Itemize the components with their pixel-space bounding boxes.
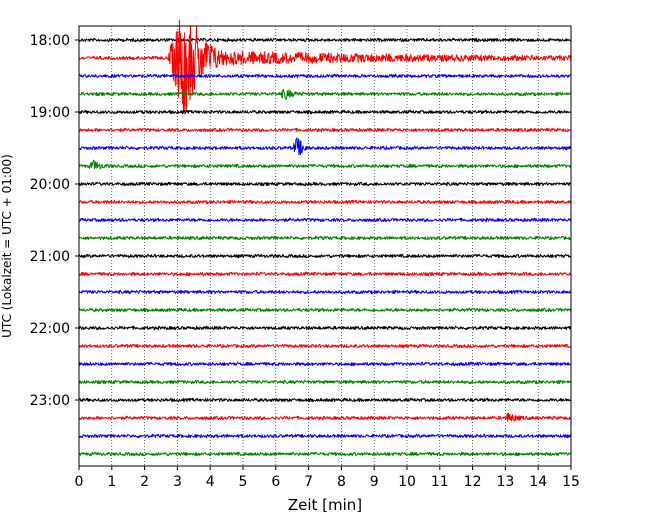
seismic-trace-18 <box>79 361 571 367</box>
x-tick-label: 13 <box>496 474 514 490</box>
seismic-trace-1 <box>79 19 571 115</box>
x-tick-label: 15 <box>562 474 580 490</box>
seismic-trace-19 <box>79 379 571 385</box>
seismic-trace-0 <box>79 37 571 43</box>
x-tick-label: 0 <box>75 474 84 490</box>
plot-frame <box>78 25 572 467</box>
x-tick-label: 12 <box>464 474 482 490</box>
y-tick-label: 23:00 <box>30 393 70 409</box>
x-tick-label: 8 <box>337 474 346 490</box>
seismic-trace-4 <box>79 109 571 115</box>
x-tick-label: 11 <box>431 474 449 490</box>
y-axis-label: UTC (Lokalzeit = UTC + 01:00) <box>0 154 14 338</box>
x-tick-label: 1 <box>107 474 116 490</box>
seismic-trace-8 <box>79 181 571 187</box>
tick-layer: 0 1 2 3 4 5 6 7 8 9 10 11 12 13 14 1518:0019:0020:0021:… <box>30 33 580 490</box>
x-axis-label: Zeit [min] <box>288 496 362 514</box>
seismic-trace-21 <box>79 412 571 422</box>
seismic-trace-10 <box>79 217 571 223</box>
seismic-trace-20 <box>79 397 571 403</box>
x-tick-label: 9 <box>370 474 379 490</box>
seismic-trace-22 <box>79 433 571 439</box>
seismic-trace-3 <box>79 88 571 100</box>
seismic-trace-5 <box>79 127 571 133</box>
y-tick-label: 20:00 <box>30 177 70 193</box>
seismic-trace-12 <box>79 253 571 259</box>
x-tick-label: 2 <box>140 474 149 490</box>
x-tick-label: 6 <box>271 474 280 490</box>
y-tick-label: 22:00 <box>30 321 70 337</box>
y-tick-label: 19:00 <box>30 105 70 121</box>
trace-layer <box>79 19 571 457</box>
x-tick-label: 14 <box>529 474 547 490</box>
y-tick-label: 18:00 <box>30 33 70 49</box>
x-tick-label: 10 <box>398 474 416 490</box>
seismic-trace-15 <box>79 307 571 313</box>
grid-layer <box>111 26 539 466</box>
seismic-trace-14 <box>79 289 571 295</box>
x-tick-label: 4 <box>206 474 215 490</box>
seismic-trace-13 <box>79 271 571 277</box>
x-tick-label: 7 <box>304 474 313 490</box>
x-tick-label: 5 <box>239 474 248 490</box>
seismic-trace-23 <box>79 451 571 457</box>
seismic-trace-11 <box>79 235 571 241</box>
seismic-trace-16 <box>79 325 571 331</box>
seismic-trace-9 <box>79 199 571 205</box>
seismic-trace-17 <box>79 343 571 349</box>
seismic-trace-7 <box>79 159 571 170</box>
seismic-trace-6 <box>79 137 571 156</box>
x-tick-label: 3 <box>173 474 182 490</box>
seismic-trace-2 <box>79 73 571 79</box>
y-tick-label: 21:00 <box>30 249 70 265</box>
